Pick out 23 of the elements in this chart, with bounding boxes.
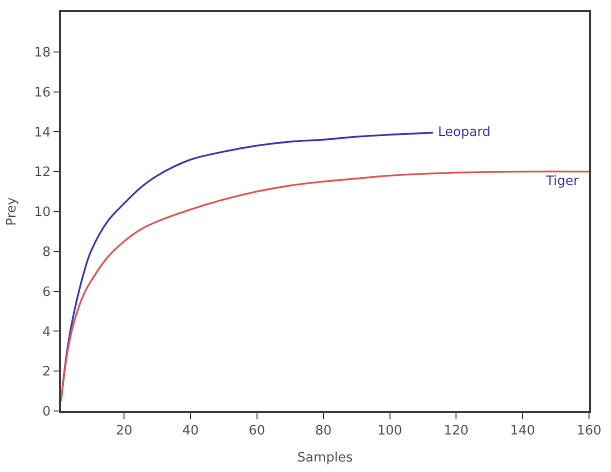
line-series [61,170,589,402]
y-tick-label: 18 [34,45,51,60]
series-label: Tiger [545,174,580,189]
x-tick-label: 140 [510,423,535,438]
x-axis-title: Samples [297,450,353,466]
x-tick-label: 40 [182,423,199,438]
x-tick-label: 100 [377,423,402,438]
y-tick-label: 10 [34,205,51,220]
x-tick-label: 160 [576,423,602,438]
x-tick-label: 60 [248,423,266,438]
y-tick-label: 12 [34,165,51,180]
x-tick-label: 80 [315,423,332,438]
y-tick-label: 6 [42,284,51,300]
y-tick-label: 0 [42,404,51,420]
y-tick-label: 8 [42,244,51,260]
y-tick-label: 4 [42,324,51,340]
x-tick-label: 120 [444,423,469,438]
y-tick-label: 2 [42,364,51,380]
series-label: Leopard [438,125,491,140]
y-tick-label: 14 [34,125,51,140]
y-axis-title: Prey [4,197,20,226]
x-tick-label: 20 [116,423,132,438]
y-tick-label: 16 [34,85,51,100]
